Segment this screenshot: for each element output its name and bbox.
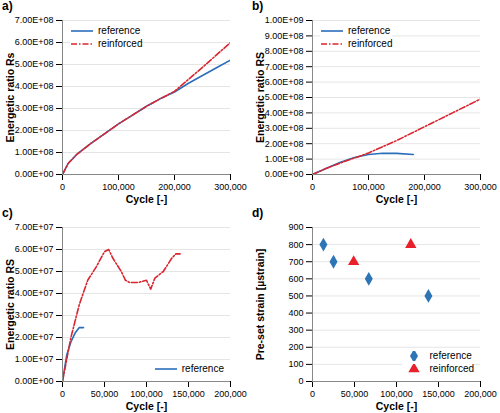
svg-text:6.00E+08: 6.00E+08 (15, 37, 54, 47)
html-text:reference: reference (429, 350, 472, 361)
svg-text:100,000: 100,000 (352, 182, 385, 192)
svg-text:0: 0 (310, 182, 315, 192)
svg-text:300: 300 (288, 325, 303, 335)
svg-text:600: 600 (288, 274, 303, 284)
svg-text:100,000: 100,000 (130, 389, 163, 399)
svg-text:Energetic ratio RS: Energetic ratio RS (254, 52, 266, 143)
svg-text:6.00E+08: 6.00E+08 (265, 77, 304, 87)
html-text:a): a) (2, 0, 13, 13)
svg-text:1.00E+09: 1.00E+09 (265, 15, 304, 25)
html-text:d): d) (252, 206, 264, 220)
svg-text:3.00E+08: 3.00E+08 (15, 103, 54, 113)
html-text:reference: reference (98, 25, 141, 36)
svg-text:0: 0 (60, 389, 65, 399)
html-text:reinforced: reinforced (98, 38, 143, 49)
svg-text:0.00E+00: 0.00E+00 (265, 169, 304, 179)
svg-text:2.00E+07: 2.00E+07 (15, 332, 54, 342)
svg-text:Cycle [-]: Cycle [-] (126, 193, 167, 205)
svg-text:0: 0 (310, 389, 315, 399)
svg-text:0: 0 (298, 376, 303, 386)
svg-text:900: 900 (288, 222, 303, 232)
svg-text:3.00E+08: 3.00E+08 (265, 123, 304, 133)
html-text:c): c) (2, 206, 13, 220)
svg-text:Cycle [-]: Cycle [-] (376, 193, 417, 205)
svg-text:500: 500 (288, 291, 303, 301)
svg-text:Cycle [-]: Cycle [-] (126, 400, 167, 412)
html-text:reinforced: reinforced (348, 38, 393, 49)
svg-text:0.00E+00: 0.00E+00 (15, 376, 54, 386)
html-text:reference: reference (181, 363, 224, 374)
svg-text:200: 200 (288, 342, 303, 352)
svg-text:100,000: 100,000 (102, 182, 135, 192)
svg-text:400: 400 (288, 308, 303, 318)
svg-text:9.00E+08: 9.00E+08 (265, 31, 304, 41)
svg-text:0: 0 (60, 182, 65, 192)
svg-text:6.00E+07: 6.00E+07 (15, 244, 54, 254)
svg-text:4.00E+07: 4.00E+07 (15, 288, 54, 298)
svg-text:300,000: 300,000 (214, 182, 247, 192)
svg-text:7.00E+08: 7.00E+08 (15, 15, 54, 25)
svg-text:4.00E+08: 4.00E+08 (265, 108, 304, 118)
svg-text:150,000: 150,000 (172, 389, 205, 399)
svg-text:Energetic ratio RS: Energetic ratio RS (4, 259, 16, 350)
html-text:b): b) (252, 0, 264, 13)
svg-text:8.00E+08: 8.00E+08 (265, 46, 304, 56)
svg-text:7.00E+08: 7.00E+08 (265, 62, 304, 72)
html-text:reinforced: reinforced (429, 363, 474, 374)
svg-text:200,000: 200,000 (408, 182, 441, 192)
svg-text:50,000: 50,000 (91, 389, 119, 399)
svg-text:300,000: 300,000 (464, 182, 497, 192)
svg-text:5.00E+07: 5.00E+07 (15, 266, 54, 276)
svg-text:50,000: 50,000 (341, 389, 369, 399)
svg-text:1.00E+07: 1.00E+07 (15, 354, 54, 364)
svg-text:0.00E+00: 0.00E+00 (15, 169, 54, 179)
svg-text:5.00E+08: 5.00E+08 (15, 59, 54, 69)
svg-text:200,000: 200,000 (158, 182, 191, 192)
svg-text:2.00E+08: 2.00E+08 (265, 139, 304, 149)
svg-text:100,000: 100,000 (380, 389, 413, 399)
svg-text:200,000: 200,000 (214, 389, 247, 399)
svg-text:3.00E+07: 3.00E+07 (15, 310, 54, 320)
svg-text:5.00E+08: 5.00E+08 (265, 92, 304, 102)
svg-text:4.00E+08: 4.00E+08 (15, 81, 54, 91)
svg-text:Cycle [-]: Cycle [-] (376, 400, 417, 412)
svg-text:100: 100 (288, 359, 303, 369)
svg-text:150,000: 150,000 (422, 389, 455, 399)
svg-text:1.00E+08: 1.00E+08 (265, 154, 304, 164)
svg-text:1.00E+08: 1.00E+08 (15, 147, 54, 157)
svg-text:7.00E+07: 7.00E+07 (15, 222, 54, 232)
svg-text:800: 800 (288, 239, 303, 249)
svg-text:2.00E+08: 2.00E+08 (15, 125, 54, 135)
svg-text:Pre-set strain [µstrain]: Pre-set strain [µstrain] (254, 249, 266, 361)
svg-text:700: 700 (288, 257, 303, 267)
html-text:reference: reference (348, 25, 391, 36)
svg-text:200,000: 200,000 (464, 389, 497, 399)
svg-text:Energetic ratio Rs: Energetic ratio Rs (4, 52, 16, 142)
